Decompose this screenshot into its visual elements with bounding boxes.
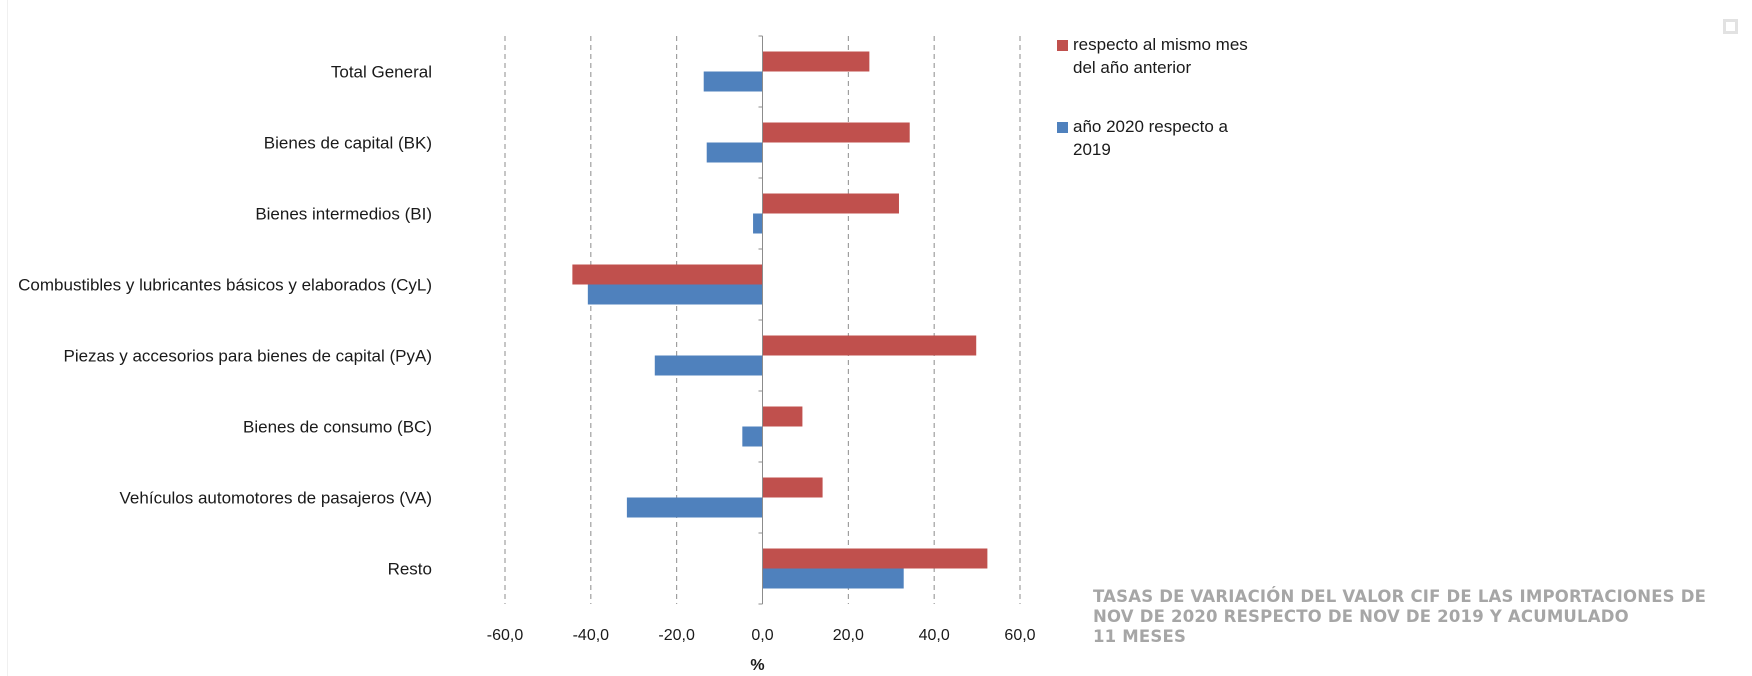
bar-series1-2	[762, 193, 899, 214]
bar-series1-1	[762, 122, 910, 143]
legend-label-2-line-2: 2019	[1073, 140, 1111, 159]
bar-series1-6	[762, 477, 823, 498]
category-label-0: Total General	[331, 63, 432, 82]
category-label-4: Piezas y accesorios para bienes de capit…	[63, 347, 432, 366]
bar-series2-7	[762, 568, 904, 589]
x-tick-labels: -60,0 -40,0 -20,0 0,0 20,0 40,0 60,0	[487, 627, 1036, 644]
category-labels: Total General Bienes de capital (BK) Biene…	[18, 63, 432, 579]
bars	[572, 51, 988, 589]
bar-series2-3	[587, 284, 763, 305]
category-label-6: Vehículos automotores de pasajeros (VA)	[120, 489, 432, 508]
chart-caption: TASAS DE VARIACIÓN DEL VALOR CIF DE LAS …	[1093, 587, 1743, 647]
caption-line-1: TASAS DE VARIACIÓN DEL VALOR CIF DE LAS …	[1093, 587, 1707, 606]
bar-series2-0	[703, 71, 763, 92]
bar-series1-5	[762, 406, 803, 427]
x-tick-label-3: 0,0	[751, 627, 773, 644]
bar-series2-1	[706, 142, 763, 163]
x-tick-label-5: 40,0	[919, 627, 950, 644]
axes	[758, 35, 763, 605]
bar-series1-0	[762, 51, 870, 72]
caption-line-3: 11 MESES	[1093, 627, 1187, 646]
x-tick-label-1: -40,0	[573, 627, 610, 644]
legend: respecto al mismo mes del año anterior año…	[1057, 35, 1248, 159]
category-label-2: Bienes intermedios (BI)	[255, 205, 432, 224]
x-tick-label-6: 60,0	[1004, 627, 1035, 644]
square-outline-icon[interactable]	[1723, 19, 1738, 34]
legend-label-2-line-1: año 2020 respecto a	[1073, 117, 1229, 136]
legend-label-1-line-2: del año anterior	[1073, 58, 1191, 77]
category-label-1: Bienes de capital (BK)	[264, 134, 432, 153]
legend-swatch-1	[1057, 40, 1068, 51]
caption-line-2: NOV DE 2020 RESPECTO DE NOV DE 2019 Y AC…	[1093, 607, 1629, 626]
bar-series1-7	[762, 548, 988, 569]
x-tick-label-0: -60,0	[487, 627, 524, 644]
x-axis-title: %	[750, 657, 764, 674]
x-tick-label-2: -20,0	[658, 627, 695, 644]
left-border-line	[7, 0, 8, 676]
legend-swatch-2	[1057, 122, 1068, 133]
category-label-5: Bienes de consumo (BC)	[243, 418, 432, 437]
legend-label-1-line-1: respecto al mismo mes	[1073, 35, 1248, 54]
bar-series2-4	[654, 355, 763, 376]
x-tick-label-4: 20,0	[833, 627, 864, 644]
bar-series2-5	[742, 426, 763, 447]
category-label-3: Combustibles y lubricantes básicos y ela…	[18, 276, 432, 295]
bar-series1-3	[572, 264, 763, 285]
bar-series2-6	[626, 497, 763, 518]
category-label-7: Resto	[388, 560, 432, 579]
bar-series2-2	[753, 213, 763, 234]
bar-series1-4	[762, 335, 977, 356]
